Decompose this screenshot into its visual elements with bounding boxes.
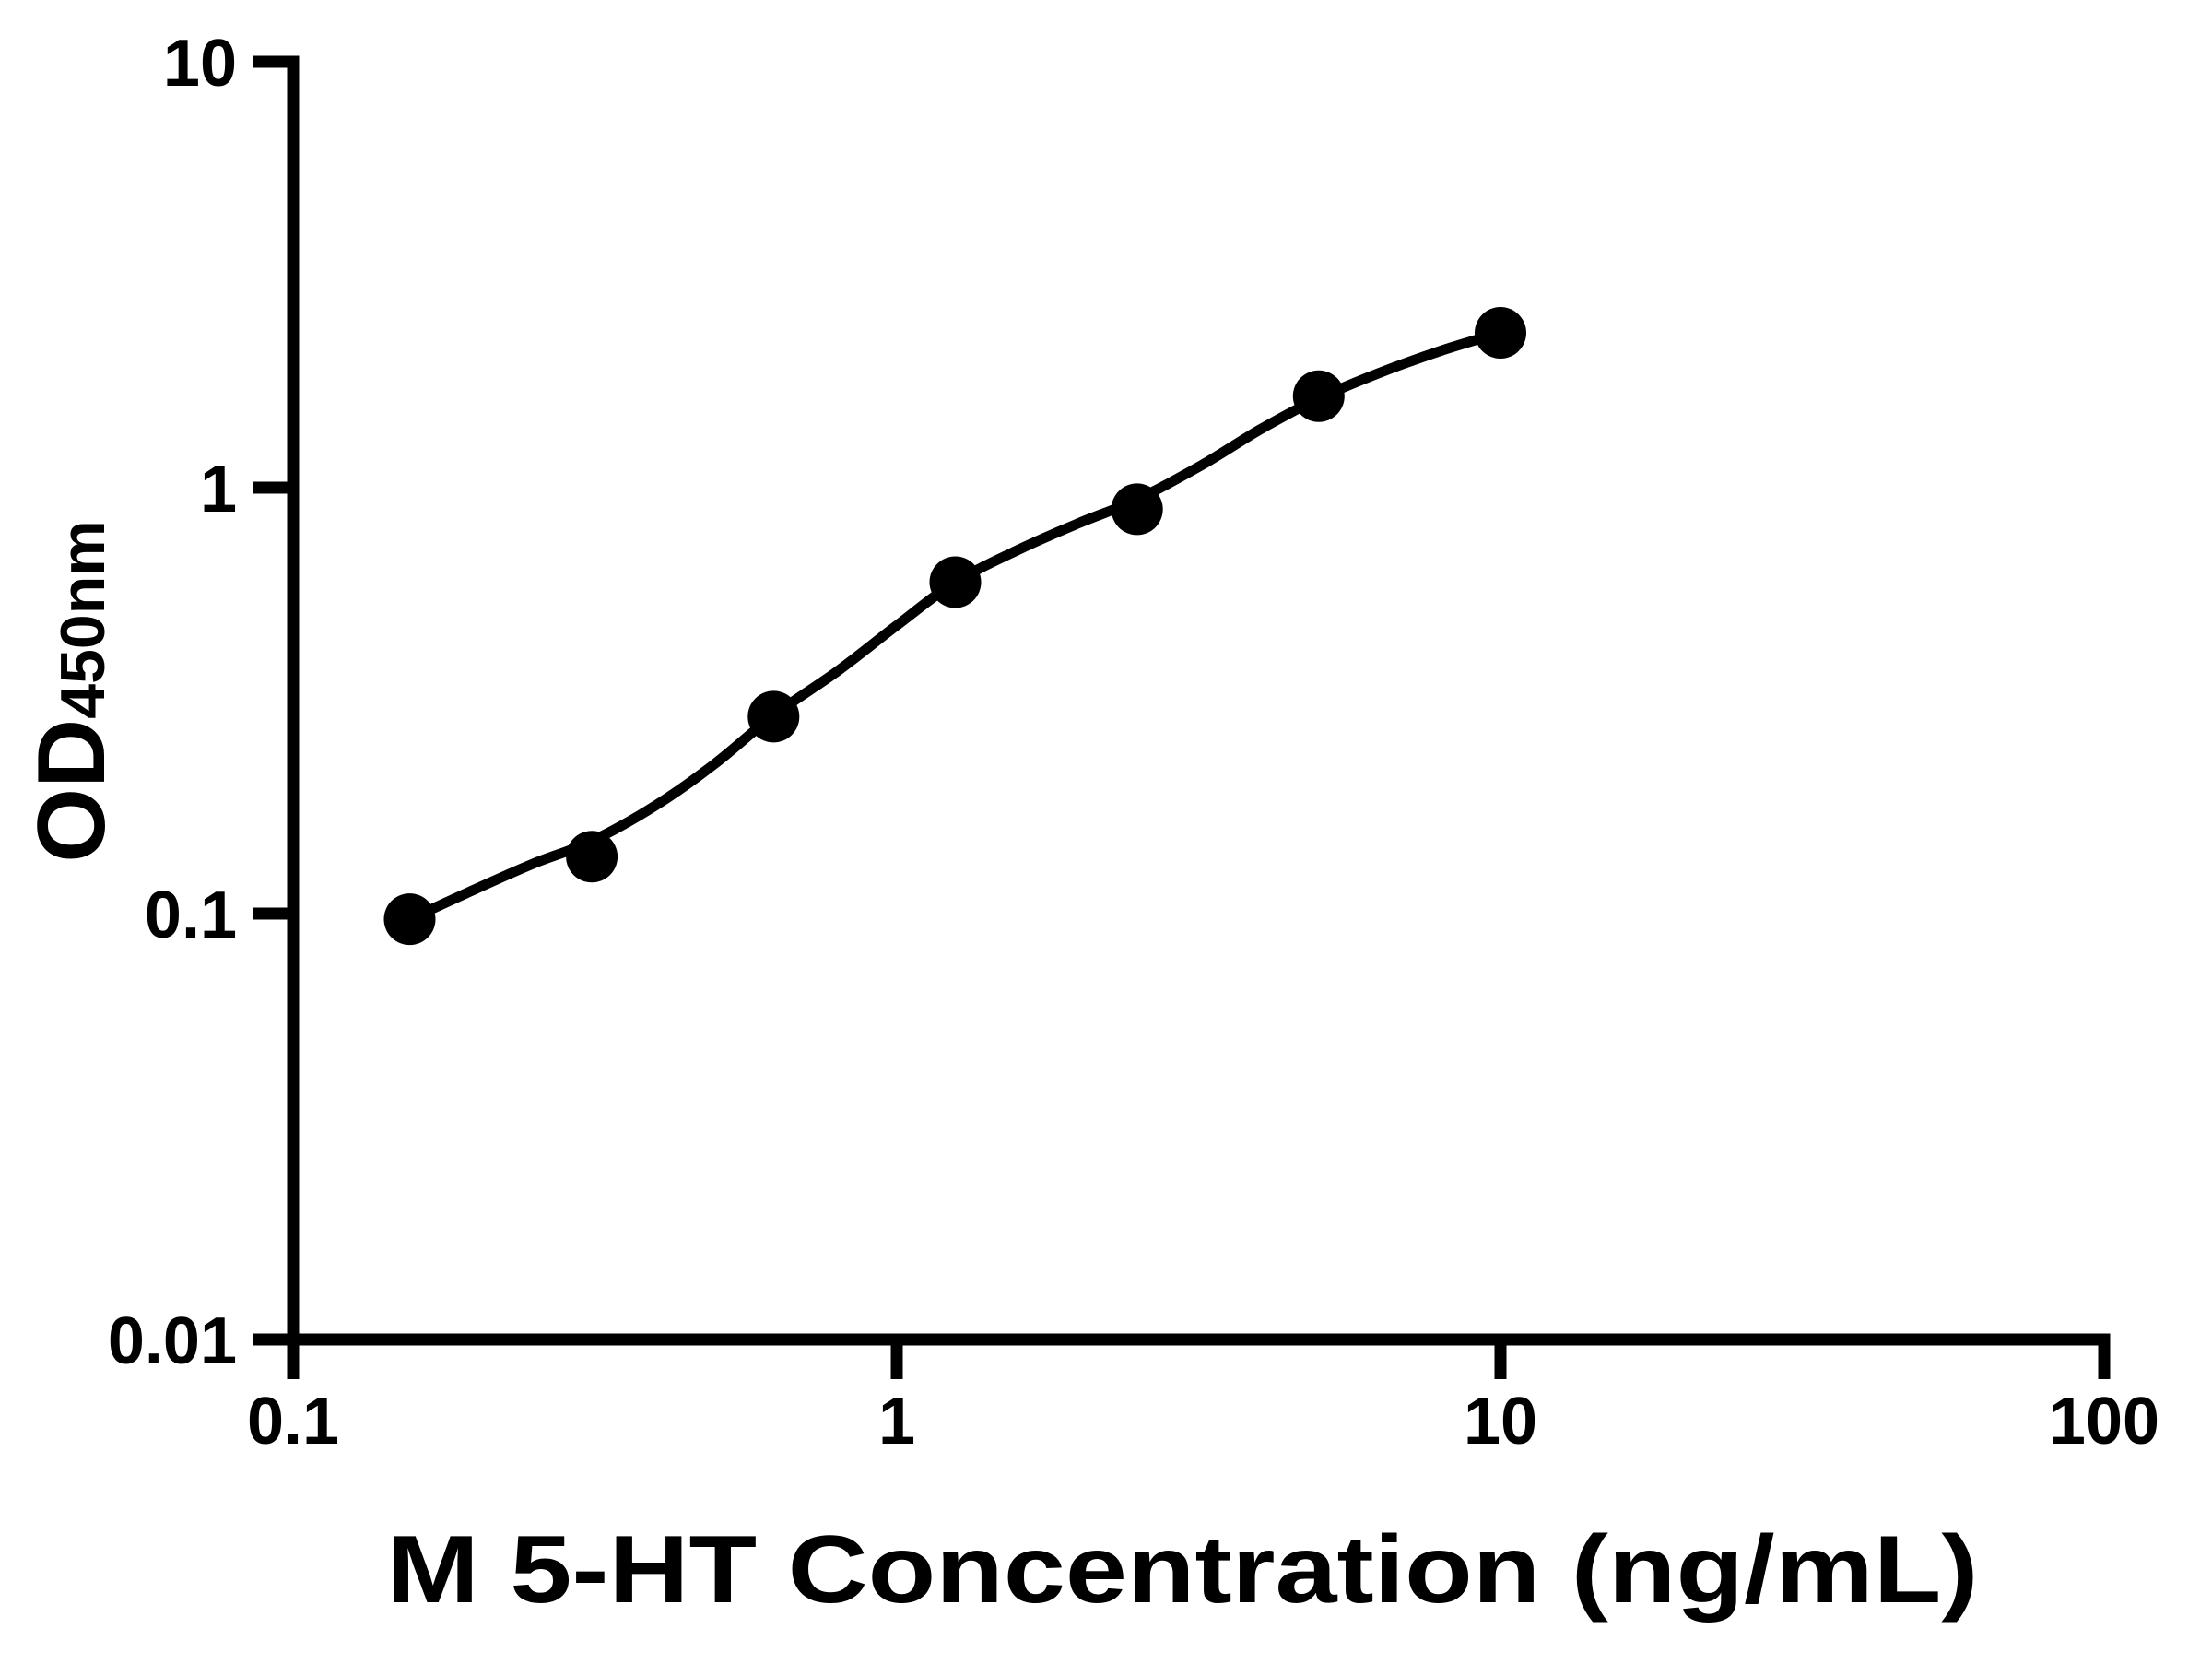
x-tick-label: 1 — [878, 1385, 915, 1458]
data-point — [929, 556, 982, 608]
curve-layer — [405, 327, 1506, 925]
axes-layer — [253, 55, 2111, 1379]
y-axis-title-sub: 450nm — [48, 520, 118, 718]
data-point — [383, 893, 436, 946]
data-point — [566, 831, 618, 883]
data-point — [1111, 483, 1163, 536]
x-tick-label: 0.1 — [247, 1385, 339, 1458]
data-point — [1475, 307, 1526, 359]
y-tick-label: 0.1 — [145, 879, 237, 952]
x-tick-label: 100 — [2049, 1385, 2159, 1458]
y-tick-label: 10 — [163, 27, 237, 100]
data-point — [747, 690, 800, 743]
points-layer — [383, 307, 1526, 946]
y-tick-label: 1 — [200, 453, 237, 526]
y-axis-title: OD450nm — [18, 520, 125, 862]
y-axis-title-main: OD — [18, 719, 125, 863]
fit-curve — [405, 327, 1506, 925]
x-tick-label: 10 — [1464, 1385, 1537, 1458]
x-axis-title: M 5-HT Concentration (ng/mL) — [387, 1516, 1979, 1623]
y-tick-label: 0.01 — [108, 1304, 237, 1378]
data-point — [1292, 370, 1345, 422]
